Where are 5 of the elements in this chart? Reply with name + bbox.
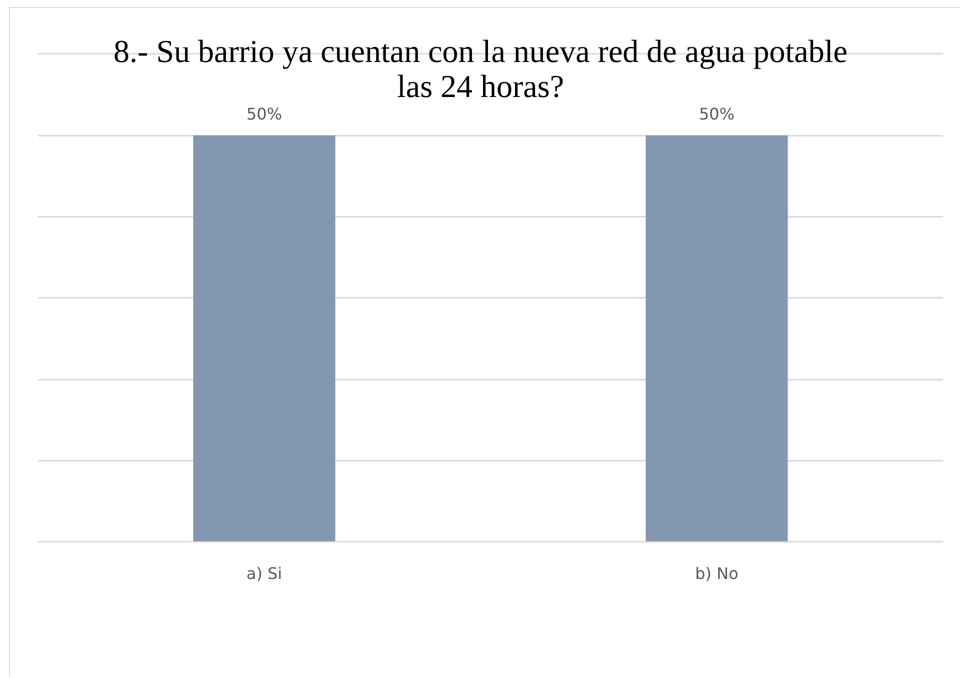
data-label: 50% (698, 104, 735, 124)
x-tick-label: a) Si (246, 564, 282, 583)
data-label: 50% (246, 104, 282, 124)
x-tick-label: b) No (695, 564, 738, 583)
chart-title: 8.- Su barrio ya cuentan con la nueva red de agua potable las 24 horas? (112, 33, 848, 104)
